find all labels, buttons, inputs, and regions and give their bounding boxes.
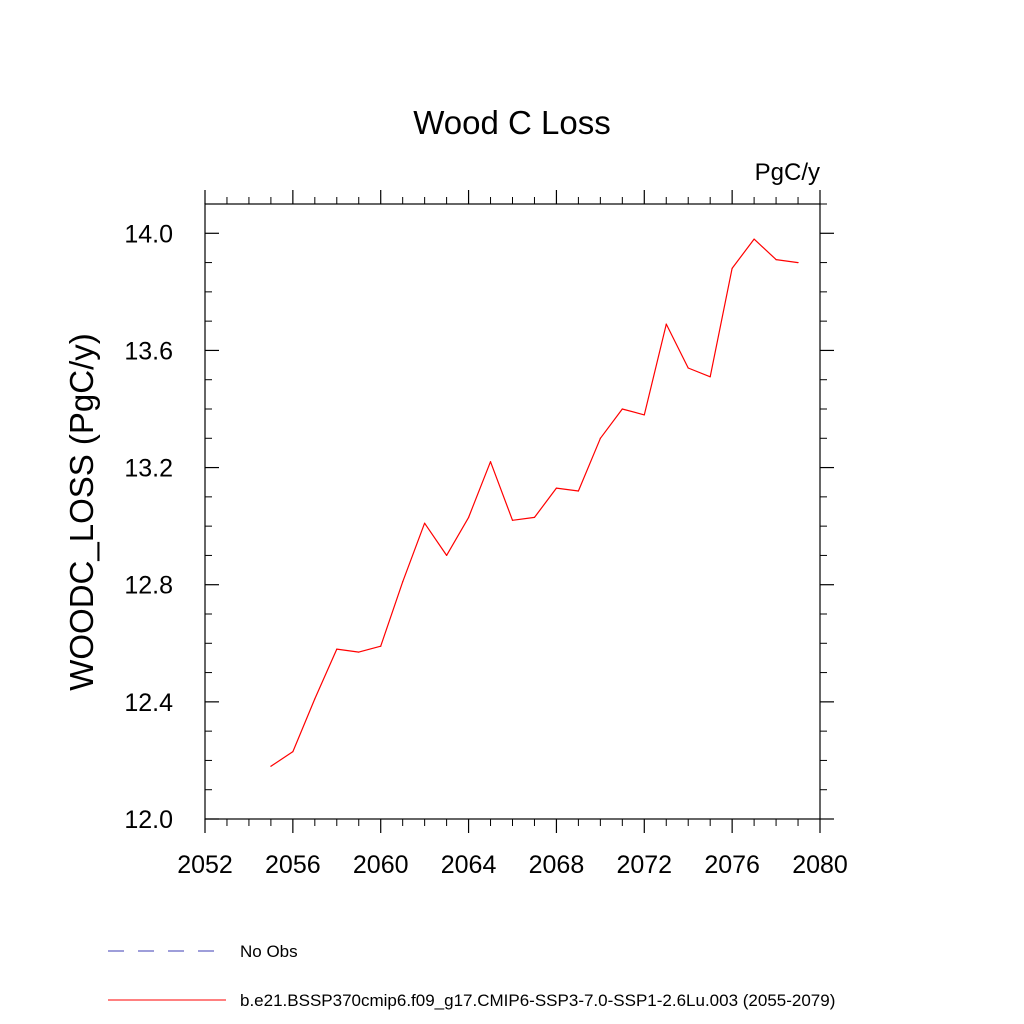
- data-point: [270, 765, 272, 767]
- data-point: [731, 267, 733, 270]
- legend-label: No Obs: [240, 942, 298, 961]
- x-tick-label: 2060: [353, 851, 409, 879]
- y-tick-label: 12.4: [124, 689, 173, 717]
- y-tick-label: 12.8: [124, 572, 173, 600]
- y-tick-label: 13.2: [124, 455, 173, 483]
- data-point: [687, 367, 689, 369]
- minor-ticks: [205, 197, 827, 826]
- x-tick-label: 2056: [265, 851, 321, 879]
- x-tick-label: 2072: [616, 851, 672, 879]
- y-axis-label: WOODC_LOSS (PgC/y): [63, 333, 100, 691]
- data-point: [533, 516, 536, 518]
- data-point: [402, 581, 404, 583]
- data-point: [380, 645, 382, 647]
- y-tick-label: 14.0: [124, 220, 173, 248]
- x-tick-label: 2080: [792, 851, 848, 879]
- x-tick-label: 2068: [529, 851, 585, 879]
- major-ticks: [204, 190, 834, 833]
- chart-title: Wood C Loss: [413, 104, 610, 141]
- data-point: [424, 522, 426, 524]
- data-point: [665, 323, 667, 325]
- data-point: [314, 698, 316, 700]
- plot-frame: [204, 203, 821, 820]
- data-point: [775, 259, 777, 261]
- units-label: PgC/y: [755, 159, 820, 186]
- data-point: [467, 516, 470, 518]
- y-tick-labels: 12.0 12.4 12.8 13.2 13.6 14.0: [124, 220, 173, 834]
- data-point: [797, 261, 799, 264]
- data-point: [599, 437, 601, 439]
- data-point: [336, 648, 338, 650]
- x-tick-label: 2052: [177, 851, 233, 879]
- data-point: [709, 376, 711, 378]
- data-point: [489, 461, 492, 463]
- data-point: [753, 238, 755, 240]
- legend-label: b.e21.BSSP370cmip6.f09_g17.CMIP6-SSP3-7.…: [240, 991, 835, 1010]
- data-point: [643, 414, 645, 416]
- data-point: [292, 751, 294, 753]
- legend: No Obs b.e21.BSSP370cmip6.f09_g17.CMIP6-S…: [108, 942, 835, 1010]
- y-tick-label: 12.0: [124, 806, 173, 834]
- data-point: [555, 487, 558, 489]
- series-line: [270, 238, 799, 767]
- data-point: [358, 651, 360, 653]
- data-point: [621, 408, 623, 410]
- x-tick-label: 2064: [441, 851, 497, 879]
- data-point: [577, 490, 579, 492]
- x-tick-label: 2076: [704, 851, 760, 879]
- data-point: [446, 554, 448, 557]
- y-tick-label: 13.6: [124, 337, 173, 365]
- x-tick-labels: 2052 2056 2060 2064 2068 2072 2076 2080: [177, 851, 848, 879]
- series-layer: [270, 238, 799, 767]
- data-point: [511, 519, 514, 521]
